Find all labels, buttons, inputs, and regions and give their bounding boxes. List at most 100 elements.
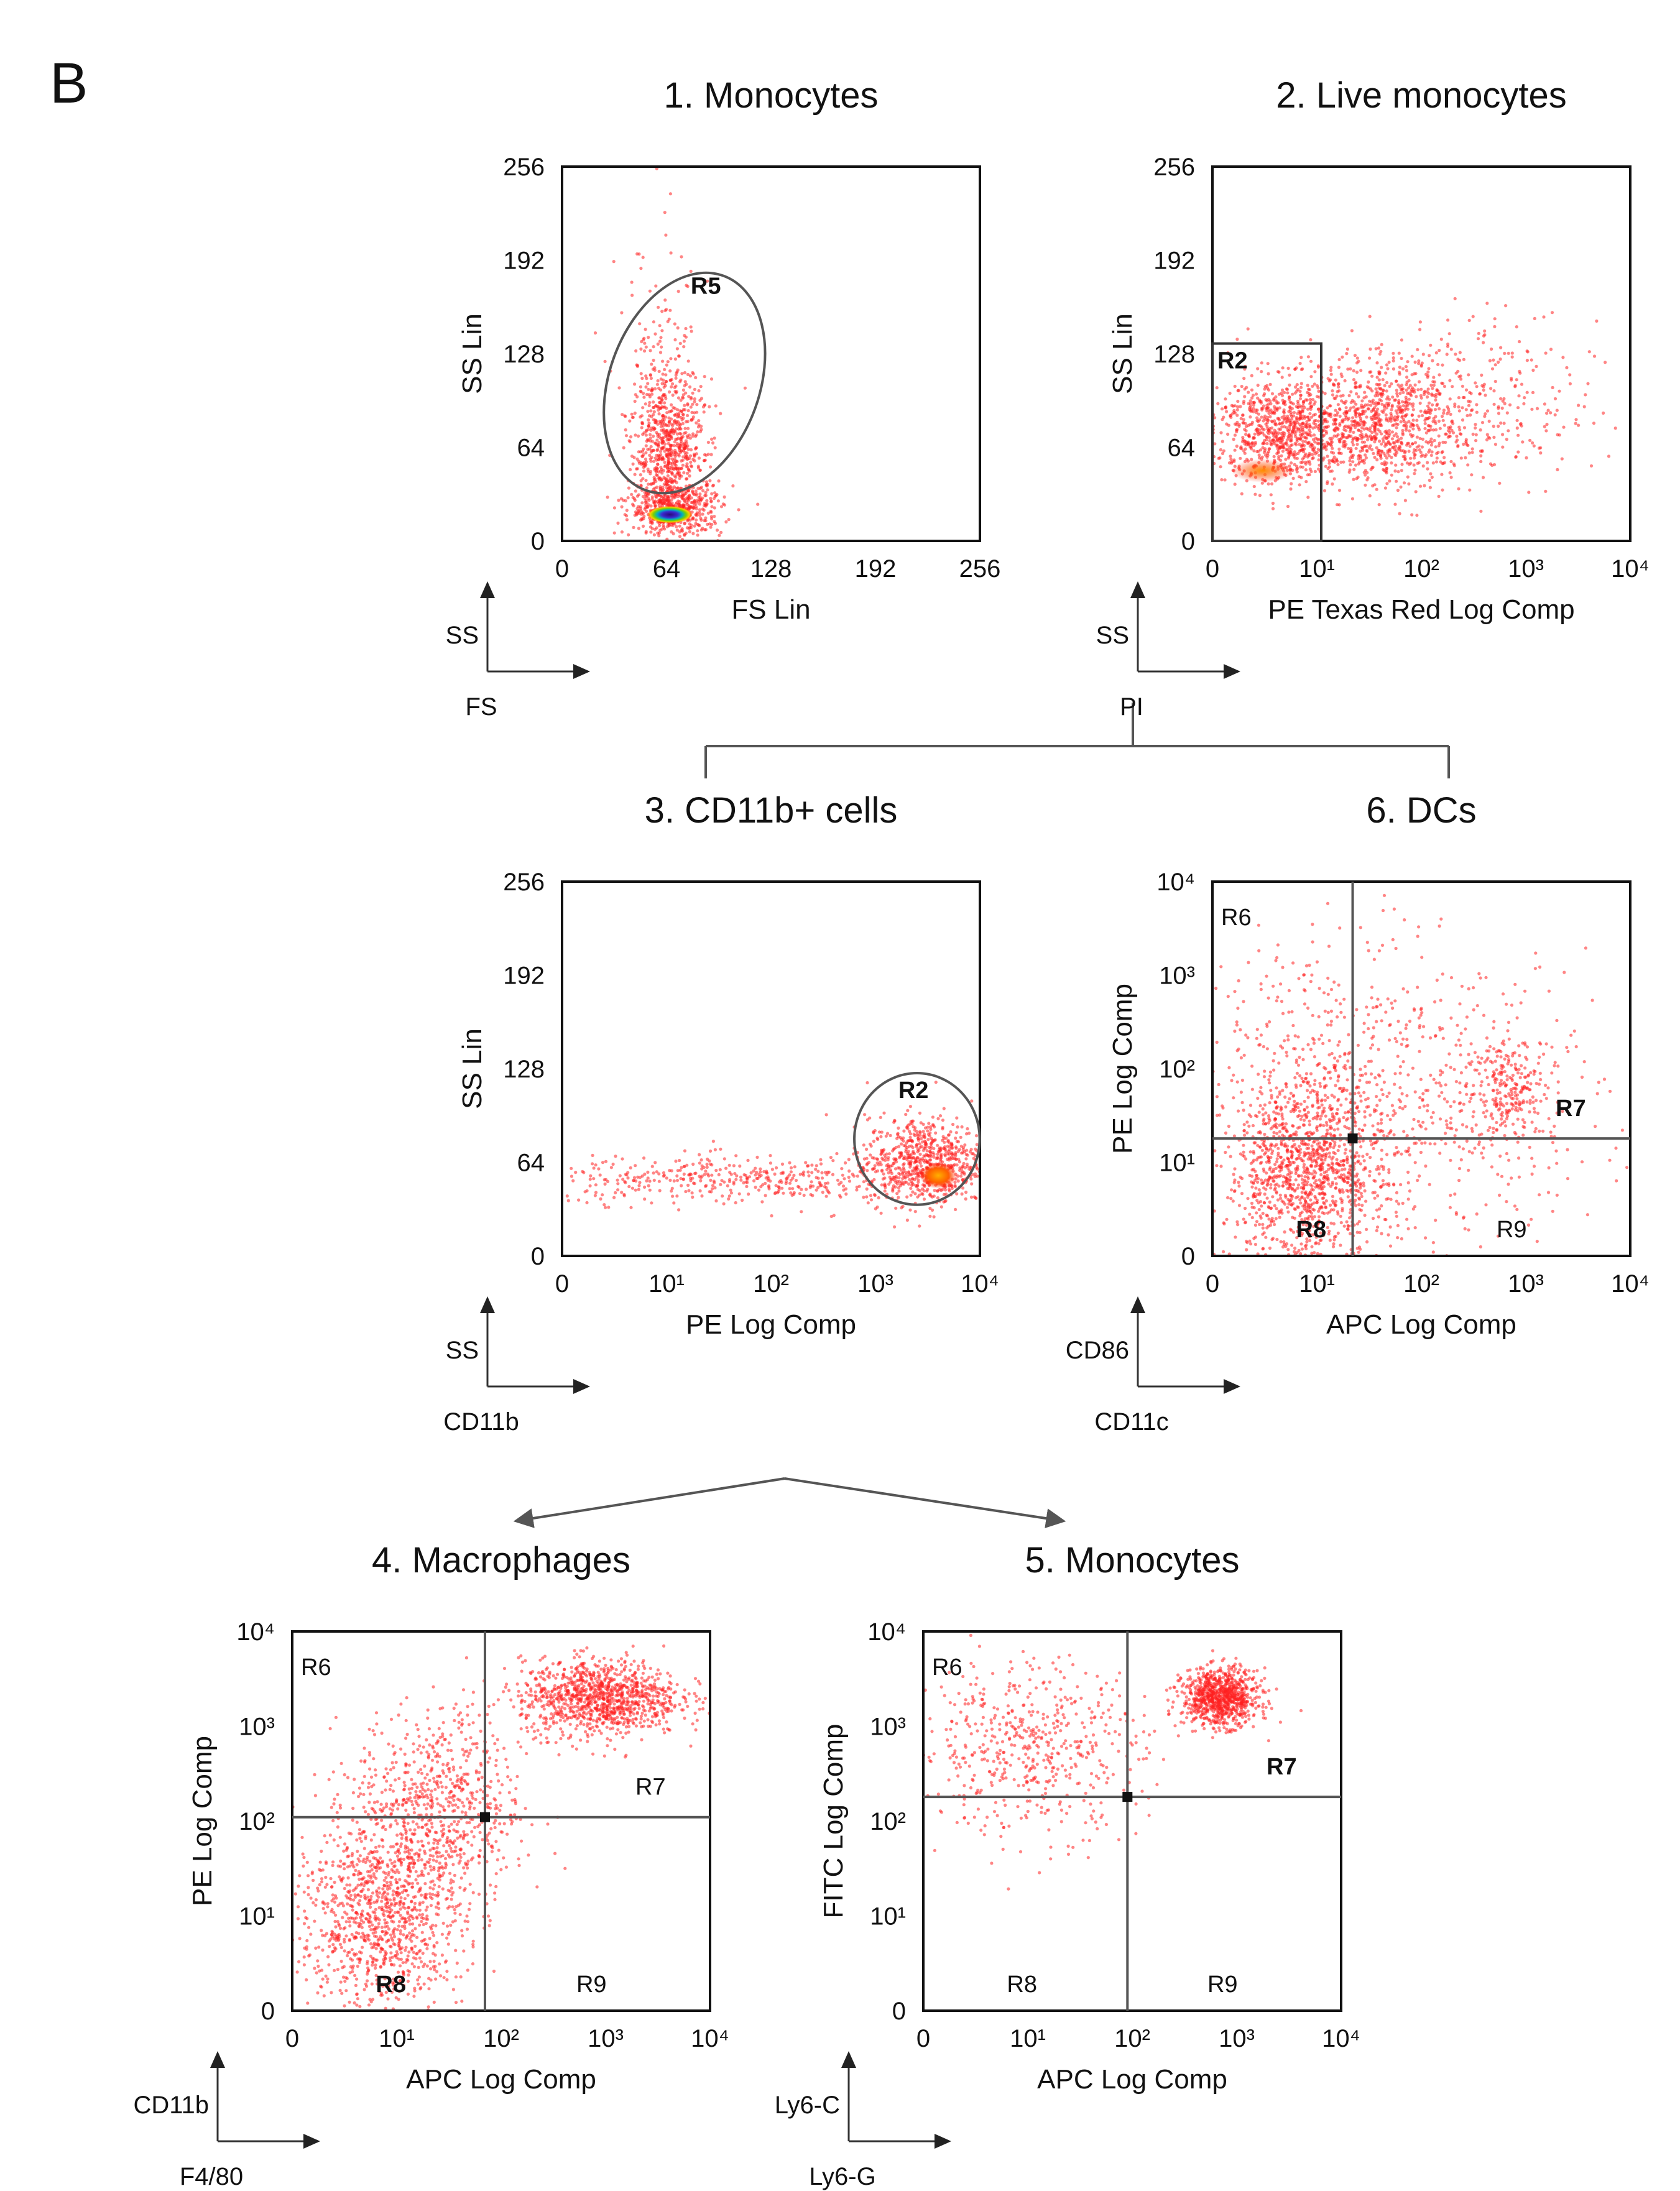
event-dot xyxy=(943,1147,946,1151)
event-dot xyxy=(1278,406,1281,410)
event-dot xyxy=(631,502,635,506)
event-dot xyxy=(1336,1127,1340,1131)
event-dot xyxy=(644,328,647,331)
event-dot xyxy=(672,444,676,448)
event-dot xyxy=(765,1171,768,1174)
event-dot xyxy=(1278,428,1282,431)
event-dot xyxy=(836,1178,840,1182)
y-tick-label: 256 xyxy=(503,154,545,181)
event-dot xyxy=(1409,456,1413,460)
plot-frame xyxy=(1211,165,1632,542)
event-dot xyxy=(585,1189,589,1192)
event-dot xyxy=(1568,382,1572,385)
event-dot xyxy=(710,1173,714,1177)
event-dot xyxy=(1255,411,1258,415)
event-dot xyxy=(1407,420,1411,423)
event-dot xyxy=(664,499,668,503)
event-dot xyxy=(1416,388,1420,392)
event-dot xyxy=(1321,446,1325,450)
event-dot xyxy=(1304,398,1308,402)
event-dot xyxy=(709,1178,713,1182)
event-dot xyxy=(1289,411,1293,415)
event-dot xyxy=(1273,407,1277,411)
event-dot xyxy=(639,479,643,482)
event-dot xyxy=(1555,408,1559,412)
event-dot xyxy=(1317,458,1321,462)
event-dot xyxy=(686,359,690,363)
event-dot xyxy=(865,1163,869,1166)
event-dot xyxy=(1412,451,1416,454)
event-dot xyxy=(938,1114,943,1118)
event-dot xyxy=(1327,461,1331,465)
event-dot xyxy=(1260,361,1263,365)
event-dot xyxy=(926,1188,930,1191)
event-dot xyxy=(1300,417,1304,421)
event-dot xyxy=(1419,394,1423,398)
gate-ellipse xyxy=(853,1072,981,1206)
event-dot xyxy=(811,1184,815,1188)
event-dot xyxy=(806,1170,810,1174)
event-dot xyxy=(1528,438,1532,442)
event-dot xyxy=(792,1173,796,1177)
event-dot xyxy=(1396,394,1400,398)
event-dot xyxy=(1285,1206,1290,1209)
event-dot xyxy=(565,1194,569,1198)
event-dot xyxy=(1296,399,1300,404)
event-dot xyxy=(1395,392,1399,395)
event-dot xyxy=(1466,463,1470,467)
event-dot xyxy=(1568,373,1572,377)
event-dot xyxy=(650,527,654,530)
event-dot xyxy=(616,1188,620,1192)
event-dot xyxy=(671,479,675,483)
event-dot xyxy=(1439,338,1443,341)
event-dot xyxy=(1380,366,1383,369)
event-dot xyxy=(1295,405,1298,408)
event-dot xyxy=(894,1157,898,1161)
event-dot xyxy=(1258,494,1262,497)
event-dot xyxy=(1236,399,1240,404)
event-dot xyxy=(1429,472,1433,476)
event-dot xyxy=(1265,1171,1268,1175)
event-dot xyxy=(665,486,668,490)
event-dot xyxy=(1497,360,1500,364)
event-dot xyxy=(662,482,666,486)
event-dot xyxy=(1586,382,1590,385)
event-dot xyxy=(673,457,676,461)
event-dot xyxy=(1498,357,1502,361)
event-dot xyxy=(663,384,667,388)
event-dot xyxy=(1352,405,1355,409)
event-dot xyxy=(1273,412,1276,415)
event-dot xyxy=(1281,1180,1285,1184)
event-dot xyxy=(657,453,660,457)
event-dot xyxy=(1286,366,1290,371)
event-dot xyxy=(927,1145,931,1149)
event-dot xyxy=(805,1164,810,1168)
event-dot xyxy=(921,1148,925,1152)
event-dot xyxy=(1484,394,1487,397)
event-dot xyxy=(685,434,689,438)
event-dot xyxy=(620,530,624,534)
event-dot xyxy=(1301,422,1304,425)
event-dot xyxy=(1543,425,1546,428)
event-dot xyxy=(1388,479,1392,483)
event-dot xyxy=(699,1179,703,1183)
event-dot xyxy=(1293,450,1296,454)
event-dot xyxy=(1266,362,1270,366)
event-dot xyxy=(604,1160,608,1163)
event-dot xyxy=(670,1189,673,1193)
event-dot xyxy=(647,482,650,486)
event-dot xyxy=(650,1165,654,1168)
event-dot xyxy=(1339,1243,1342,1247)
event-dot xyxy=(1356,475,1360,479)
event-dot xyxy=(1306,407,1310,411)
event-dot xyxy=(1273,428,1276,432)
event-dot xyxy=(1395,411,1399,415)
event-dot xyxy=(1475,385,1479,389)
event-dot xyxy=(972,1195,976,1199)
event-dot xyxy=(1438,407,1441,411)
event-dot xyxy=(1306,415,1310,419)
event-dot xyxy=(921,1130,925,1133)
y-tick-label: 256 xyxy=(503,869,545,896)
event-dot xyxy=(1213,442,1217,446)
event-dot xyxy=(727,1197,731,1201)
